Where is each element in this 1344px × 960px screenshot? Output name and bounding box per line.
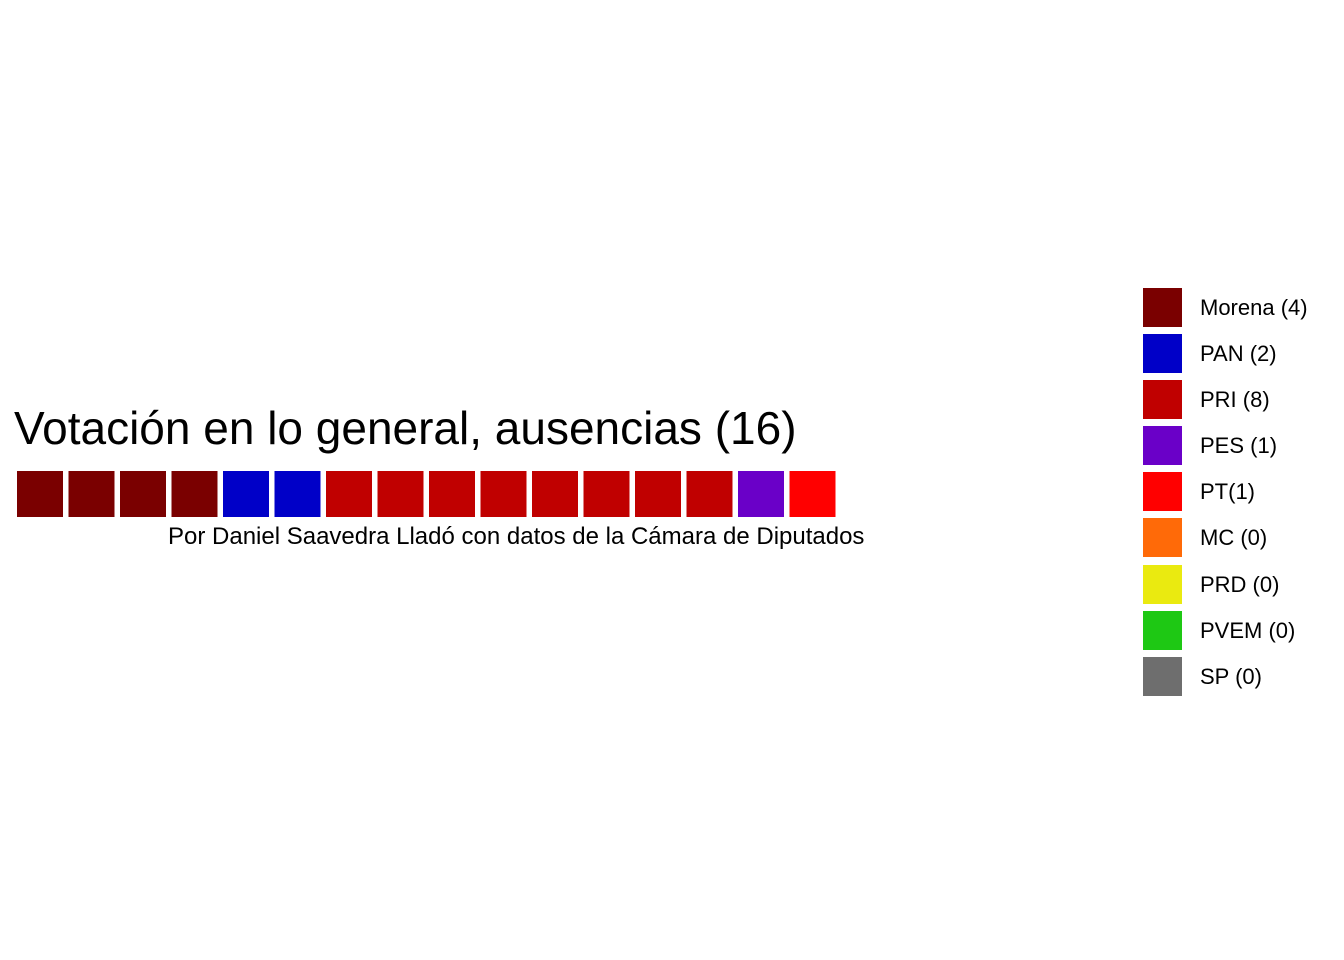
legend-item-morena: Morena (4) bbox=[1143, 288, 1343, 334]
legend-item-pan: PAN (2) bbox=[1143, 334, 1343, 380]
waffle-square-pri bbox=[326, 471, 372, 517]
waffle-square-pt bbox=[789, 471, 836, 517]
waffle-square-pri bbox=[686, 471, 733, 517]
legend-item-mc: MC (0) bbox=[1143, 518, 1343, 564]
waffle-square-pri bbox=[429, 471, 475, 517]
legend-swatch bbox=[1143, 380, 1182, 420]
waffle-square-morena bbox=[17, 471, 63, 517]
legend-swatch bbox=[1143, 564, 1182, 604]
waffle-square-morena bbox=[68, 471, 115, 517]
legend-label: PAN (2) bbox=[1200, 341, 1277, 367]
legend-swatch bbox=[1143, 288, 1182, 327]
legend-swatch bbox=[1143, 426, 1182, 466]
legend-swatch bbox=[1143, 610, 1182, 650]
legend-swatch bbox=[1143, 518, 1182, 558]
waffle-square-morena bbox=[120, 471, 166, 517]
legend-label: MC (0) bbox=[1200, 525, 1268, 551]
legend-item-prd: PRD (0) bbox=[1143, 564, 1343, 611]
chart-title: Votación en lo general, ausencias (16) bbox=[14, 402, 797, 454]
chart-caption: Por Daniel Saavedra Lladó con datos de l… bbox=[168, 523, 865, 550]
legend-item-pt: PT(1) bbox=[1143, 472, 1343, 518]
waffle-square-morena bbox=[171, 471, 218, 517]
legend-item-sp: SP (0) bbox=[1143, 656, 1343, 703]
legend-label: PRD (0) bbox=[1200, 571, 1280, 597]
legend: Morena (4) PAN (2) PRI (8) PES (1) PT(1) MC (… bbox=[1143, 288, 1343, 703]
waffle-square-pes bbox=[738, 471, 784, 517]
legend-label: PVEM (0) bbox=[1200, 617, 1296, 643]
legend-label: PT(1) bbox=[1200, 479, 1255, 505]
waffle-square-pri bbox=[377, 471, 424, 517]
legend-label: PES (1) bbox=[1200, 433, 1278, 459]
waffle-square-pri bbox=[480, 471, 527, 517]
legend-item-pri: PRI (8) bbox=[1143, 380, 1343, 426]
waffle-square-pri bbox=[532, 471, 578, 517]
legend-swatch bbox=[1143, 656, 1182, 696]
waffle-square-pri bbox=[635, 471, 681, 517]
waffle-square-pri bbox=[583, 471, 630, 517]
legend-swatch bbox=[1143, 334, 1182, 374]
legend-label: PRI (8) bbox=[1200, 387, 1270, 413]
legend-label: SP (0) bbox=[1200, 663, 1262, 689]
legend-item-pes: PES (1) bbox=[1143, 426, 1343, 472]
legend-swatch bbox=[1143, 472, 1182, 512]
waffle-square-pan bbox=[223, 471, 269, 517]
legend-item-pvem: PVEM (0) bbox=[1143, 610, 1343, 657]
waffle-square-pan bbox=[274, 471, 321, 517]
legend-label: Morena (4) bbox=[1200, 295, 1308, 320]
